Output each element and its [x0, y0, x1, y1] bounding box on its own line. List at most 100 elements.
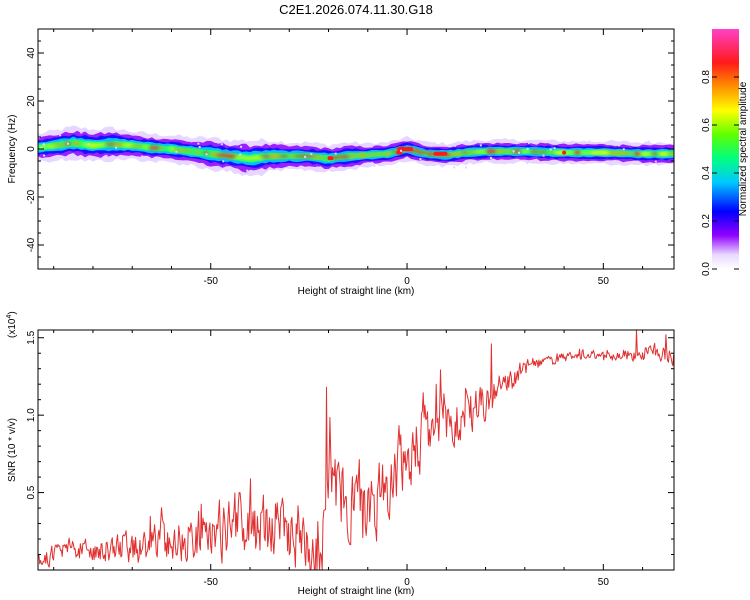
spectrogram-hotspot: [649, 152, 661, 156]
spectrogram-speckle: [465, 166, 467, 169]
spectrogram-speckle: [291, 143, 294, 145]
snr-scale-suffix: ): [7, 311, 18, 314]
snr-scale-factor: (x104): [6, 311, 18, 338]
spectrogram-hotspot: [114, 142, 125, 147]
spectrogram-peak: [562, 150, 567, 155]
snr-y-label: SNR (10 * v/v): [7, 418, 18, 482]
spectrogram-speckle: [454, 144, 457, 147]
colorbar-label: Normalized spectral amplitude: [738, 81, 749, 216]
spectrogram-speckle: [371, 161, 374, 164]
snr-panel: -50 0 50 0.5 1.0 1.5 Height of straight line…: [6, 311, 675, 597]
spectrogram-hotspot: [289, 154, 296, 159]
spectrogram-speckle: [542, 154, 545, 157]
spectrogram-speckle: [239, 153, 242, 156]
spectrogram-speckle: [240, 145, 243, 148]
spectrogram-speckle: [246, 169, 249, 172]
spectrogram-speckle: [185, 162, 188, 165]
colorbar: 0.0 0.2 0.4 0.6 0.8 Normalized spectral ampl…: [701, 29, 749, 276]
spectrogram-hotspot: [595, 150, 612, 155]
spectrogram-hotspot: [147, 145, 161, 150]
spectrogram-y-tick-label: -20: [26, 189, 37, 204]
colorbar-ticks: 0.0 0.2 0.4 0.6 0.8: [701, 70, 739, 276]
snr-y-ticks: 0.5 1.0 1.5: [26, 330, 674, 556]
spectrogram-hotspot: [142, 145, 149, 149]
snr-scale-exponent: 4: [6, 315, 13, 319]
spectrogram-speckle: [490, 157, 493, 159]
spectrogram-x-tick-label: -50: [204, 276, 219, 287]
snr-y-tick-label: 1.5: [26, 330, 37, 344]
snr-scale-prefix: (x10: [7, 318, 18, 338]
spectrogram-hotspot: [416, 151, 428, 155]
spectrogram-hotspot: [426, 151, 435, 157]
spectrogram-speckle: [526, 147, 529, 150]
spectrogram-hotspot: [173, 148, 187, 152]
spectrogram-hotspot: [640, 152, 653, 156]
spectrogram-speckle: [427, 141, 430, 144]
spectrogram-speckle: [419, 158, 422, 161]
spectrogram-hotspot: [235, 155, 247, 159]
spectrogram-speckle: [654, 160, 657, 163]
spectrogram-y-tick-label: -40: [26, 237, 37, 252]
spectrogram-speckle: [93, 158, 96, 161]
spectrogram-speckle: [80, 131, 83, 134]
spectrogram-hotspot: [331, 155, 340, 160]
spectrogram-speckle: [319, 167, 322, 170]
snr-x-tick-label: 0: [404, 577, 410, 588]
colorbar-tick-label: 0.8: [701, 70, 712, 84]
spectrogram-speckle: [316, 166, 319, 169]
spectrogram-peak: [433, 151, 448, 156]
spectrogram-y-ticks: -40 -20 0 20 40: [26, 40, 674, 258]
snr-series-line: [38, 330, 674, 570]
spectrogram-speckle: [553, 147, 556, 150]
spectrogram-speckle: [175, 150, 178, 153]
spectrogram-speckle: [205, 153, 208, 156]
snr-x-tick-label: -50: [204, 577, 219, 588]
spectrogram-speckle: [512, 150, 515, 153]
spectrogram-speckle: [388, 141, 391, 144]
spectrogram-speckle: [453, 166, 456, 169]
spectrogram-speckle: [588, 140, 591, 143]
spectrogram-speckle: [622, 148, 625, 151]
spectrogram-hotspot: [184, 149, 193, 153]
spectrogram-hotspot: [613, 151, 628, 155]
spectrogram-hotspot: [338, 155, 351, 159]
spectrogram-speckle: [334, 152, 337, 155]
spectrogram-hotspot: [194, 150, 201, 155]
spectrogram-hotspot: [449, 152, 464, 156]
colorbar-tick-label: 0.4: [701, 166, 712, 180]
snr-y-tick-label: 1.0: [26, 408, 37, 422]
spectrogram-hotspot: [625, 152, 634, 155]
spectrogram-hotspot: [537, 150, 549, 154]
spectrogram-hotspot: [384, 152, 391, 156]
spectrogram-speckle: [528, 141, 530, 144]
spectrogram-hotspot: [269, 154, 282, 158]
spectrogram-speckle: [648, 140, 650, 143]
spectrogram-speckle: [608, 140, 611, 143]
spectrogram-hotspot: [667, 152, 674, 156]
spectrogram-hotspot: [51, 143, 68, 147]
spectrogram-hotspot: [658, 152, 669, 156]
spectrogram-panel: -50 0 50 -40 -20 0 20 40 Height of straight li…: [7, 28, 675, 297]
spectrogram-band: [38, 139, 674, 163]
spectrogram-speckle: [214, 140, 217, 143]
spectrogram-speckle: [87, 143, 90, 145]
spectrogram-speckle: [373, 164, 376, 167]
spectrogram-x-tick-label: 0: [404, 276, 410, 287]
spectrogram-hotspot: [573, 150, 582, 155]
spectrogram-x-label: Height of straight line (km): [298, 286, 415, 297]
spectrogram-speckle: [40, 147, 43, 149]
spectrogram-hotspot: [159, 147, 166, 150]
spectrogram-hotspot: [522, 150, 530, 153]
spectrogram-hotspot: [103, 142, 119, 147]
spectrogram-speckle: [197, 142, 200, 145]
spectrogram-speckle: [618, 144, 621, 147]
spectrogram-speckle: [220, 143, 223, 146]
spectrogram-hotspot: [501, 149, 515, 153]
figure-title: C2E1.2026.074.11.30.G18: [279, 2, 433, 17]
spectrogram-speckle: [623, 162, 626, 165]
spectrogram-y-tick-label: 40: [26, 47, 37, 59]
spectrogram-speckle: [115, 146, 118, 149]
spectrogram-speckle: [301, 143, 304, 146]
spectrogram-speckle: [59, 134, 62, 137]
